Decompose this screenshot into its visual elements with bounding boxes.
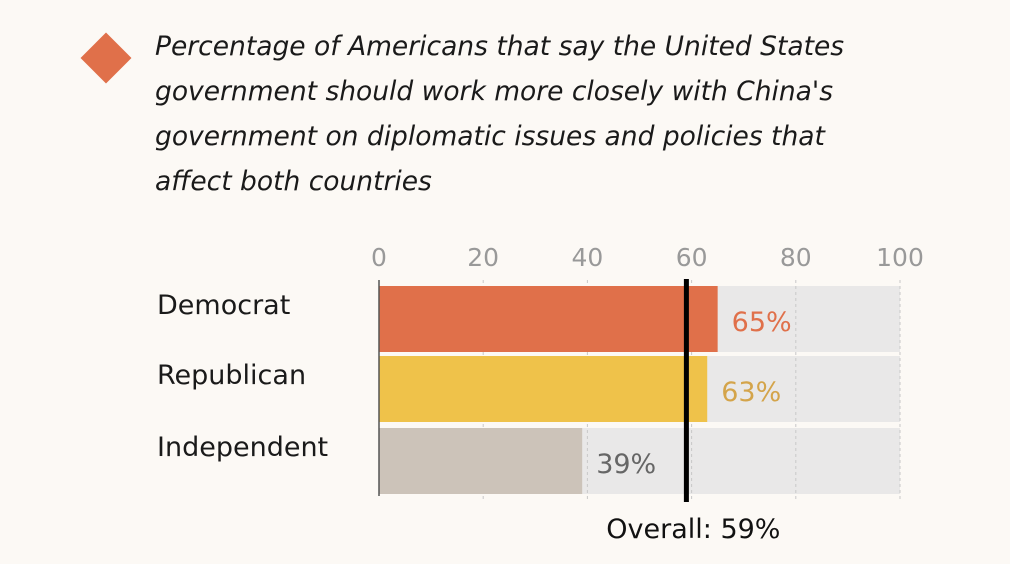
bar — [379, 356, 708, 422]
x-tick-label: 0 — [371, 243, 387, 272]
value-label: 63% — [721, 377, 781, 408]
x-tick-label: 100 — [876, 243, 924, 272]
value-label: 39% — [596, 449, 656, 480]
value-label: 65% — [732, 307, 792, 338]
bar — [379, 286, 718, 352]
x-tick-label: 60 — [676, 243, 708, 272]
overall-label: Overall: 59% — [606, 514, 780, 545]
category-label: Independent — [157, 432, 328, 463]
x-tick-label: 20 — [467, 243, 499, 272]
x-tick-label: 40 — [571, 243, 603, 272]
x-tick-label: 80 — [780, 243, 812, 272]
category-label: Republican — [157, 360, 306, 391]
bar — [379, 428, 583, 494]
category-label: Democrat — [157, 290, 290, 321]
chart-title: Percentage of Americans that say the Uni… — [155, 31, 845, 197]
